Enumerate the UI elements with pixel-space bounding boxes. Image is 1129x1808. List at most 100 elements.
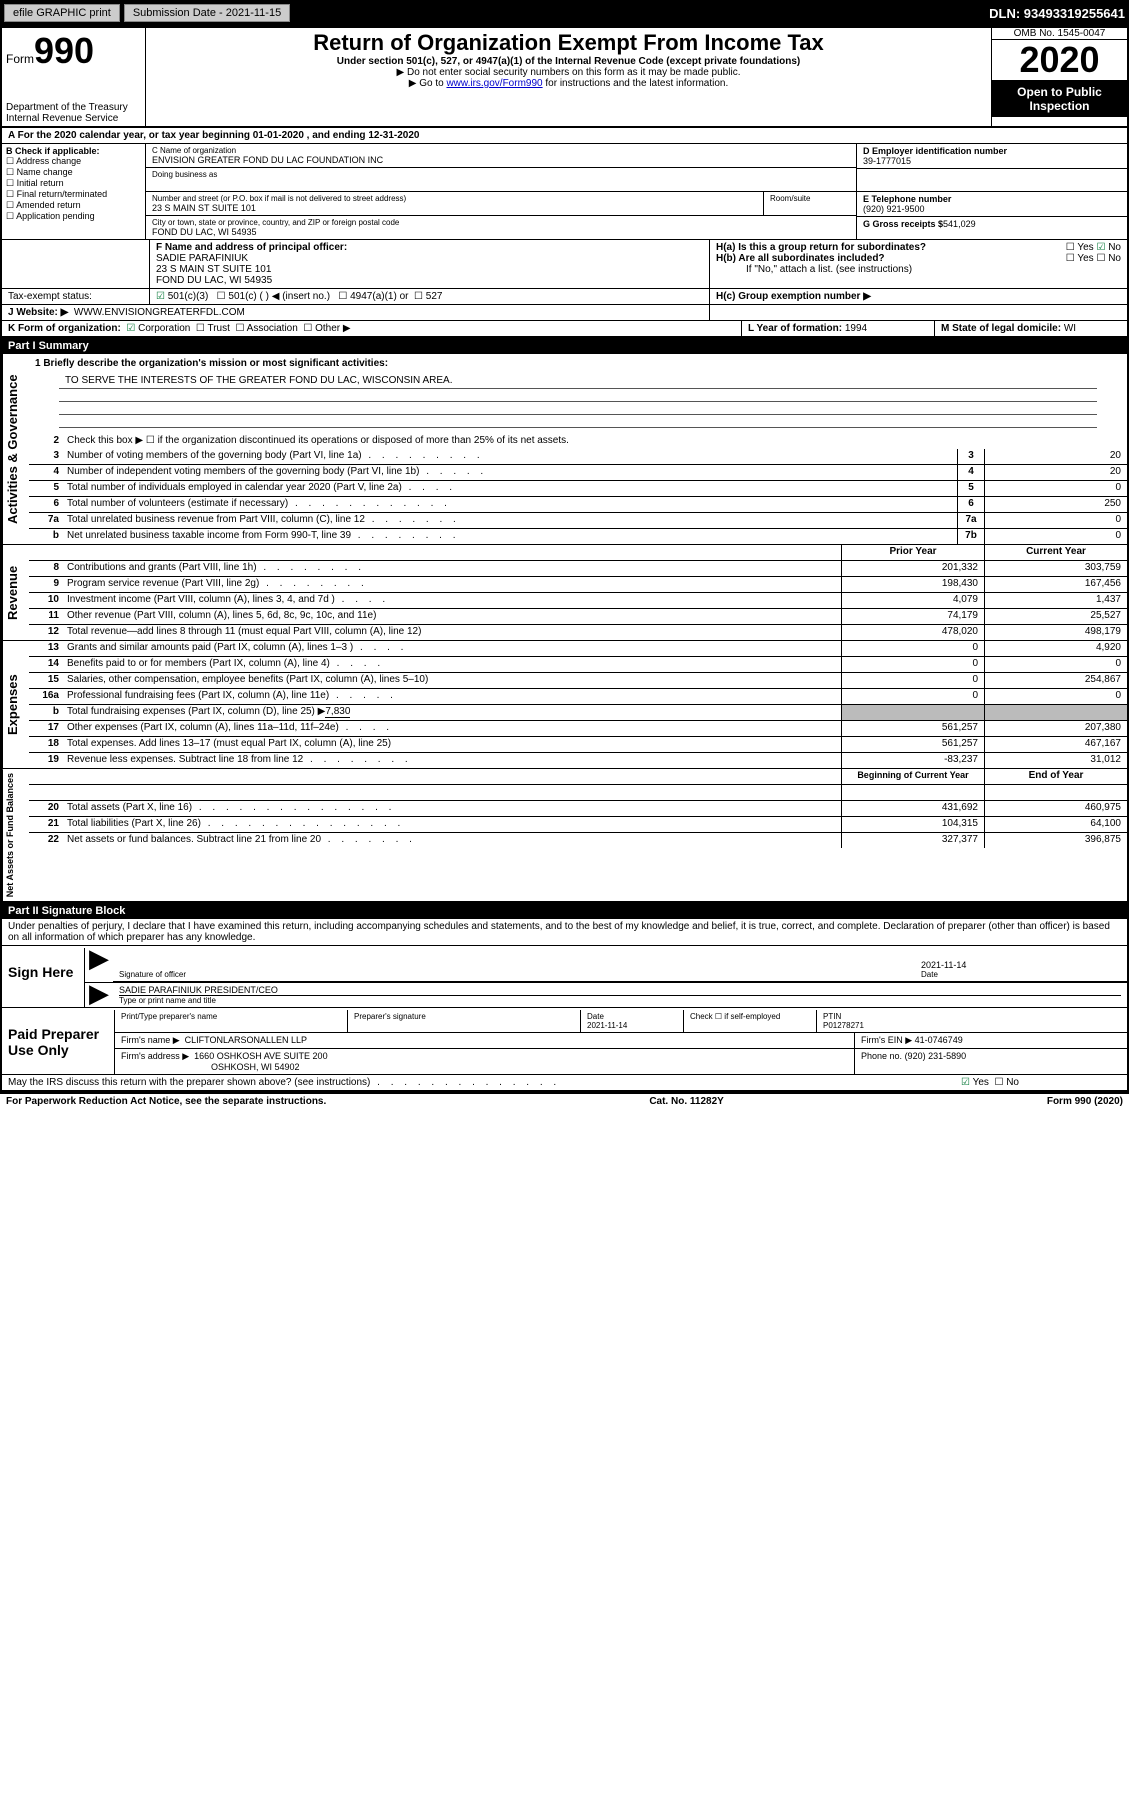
l5-val: 0: [984, 481, 1127, 496]
ha-label: H(a) Is this a group return for subordin…: [716, 242, 926, 253]
chk-name[interactable]: Name change: [6, 167, 141, 178]
l13-text: Grants and similar amounts paid (Part IX…: [63, 641, 841, 656]
hc-label: H(c) Group exemption number ▶: [716, 291, 871, 302]
discuss-yes[interactable]: Yes: [961, 1077, 989, 1088]
l19-py: -83,237: [841, 753, 984, 768]
c-city-label: City or town, state or province, country…: [152, 218, 850, 227]
hdr-end-year: End of Year: [984, 769, 1127, 784]
pp-ptin: P01278271: [823, 1021, 864, 1030]
e-val: (920) 921-9500: [863, 204, 1121, 214]
chk-final[interactable]: Final return/terminated: [6, 189, 141, 200]
g-val: 541,029: [943, 219, 976, 229]
ha-no[interactable]: No: [1096, 242, 1121, 253]
e-label: E Telephone number: [863, 194, 1121, 204]
i-527[interactable]: 527: [414, 291, 442, 302]
m-val: WI: [1064, 323, 1076, 334]
col-c: C Name of organization ENVISION GREATER …: [146, 144, 856, 239]
row-j: J Website: ▶ WWW.ENVISIONGREATERFDL.COM: [2, 305, 1127, 321]
l16a-text: Professional fundraising fees (Part IX, …: [63, 689, 841, 704]
pp-ph-val: (920) 231-5890: [905, 1051, 967, 1061]
section-netassets: Net Assets or Fund Balances Beginning of…: [2, 769, 1127, 903]
vlabel-governance: Activities & Governance: [2, 354, 29, 544]
l6-val: 250: [984, 497, 1127, 512]
c-name-val: ENVISION GREATER FOND DU LAC FOUNDATION …: [152, 155, 850, 165]
l14-text: Benefits paid to or for members (Part IX…: [63, 657, 841, 672]
i-4947[interactable]: 4947(a)(1) or: [338, 291, 408, 302]
form-note1: ▶ Do not enter social security numbers o…: [150, 67, 987, 78]
pp-fa-val1: 1660 OSHKOSH AVE SUITE 200: [194, 1051, 327, 1061]
pp-h4: Check ☐ if self-employed: [684, 1010, 817, 1032]
k-other[interactable]: Other ▶: [303, 323, 350, 334]
l6-text: Total number of volunteers (estimate if …: [63, 497, 957, 512]
row-fh: F Name and address of principal officer:…: [2, 240, 1127, 289]
sig-tp-label: Type or print name and title: [119, 995, 1121, 1005]
l11-text: Other revenue (Part VIII, column (A), li…: [63, 609, 841, 624]
hdr-current-year: Current Year: [984, 545, 1127, 560]
sign-here-label: Sign Here: [2, 948, 85, 1007]
l22-text: Net assets or fund balances. Subtract li…: [63, 833, 841, 848]
instructions-link[interactable]: www.irs.gov/Form990: [446, 78, 542, 89]
f-label: F Name and address of principal officer:: [156, 242, 347, 253]
chk-amended[interactable]: Amended return: [6, 200, 141, 211]
c-room-label: Room/suite: [764, 192, 856, 215]
l12-cy: 498,179: [984, 625, 1127, 640]
l10-py: 4,079: [841, 593, 984, 608]
penalty-text: Under penalties of perjury, I declare th…: [2, 919, 1127, 946]
dept-label: Department of the Treasury: [6, 102, 141, 113]
l9-py: 198,430: [841, 577, 984, 592]
l7a-text: Total unrelated business revenue from Pa…: [63, 513, 957, 528]
l16b-text: Total fundraising expenses (Part IX, col…: [63, 705, 841, 720]
ha-yes[interactable]: Yes: [1066, 242, 1094, 253]
pp-fn-label: Firm's name ▶: [121, 1035, 180, 1045]
f-addr1: 23 S MAIN ST SUITE 101: [156, 264, 271, 275]
i-501c[interactable]: 501(c) ( ) ◀ (insert no.): [217, 291, 330, 302]
f-name: SADIE PARAFINIUK: [156, 253, 248, 264]
l8-py: 201,332: [841, 561, 984, 576]
pp-h3: Date: [587, 1012, 604, 1021]
b-label: B Check if applicable:: [6, 146, 141, 156]
pp-fa-val2: OSHKOSH, WI 54902: [211, 1062, 300, 1072]
vlabel-netassets: Net Assets or Fund Balances: [2, 769, 29, 901]
chk-app-pending[interactable]: Application pending: [6, 211, 141, 222]
g-label: G Gross receipts $: [863, 219, 943, 229]
l9-text: Program service revenue (Part VIII, line…: [63, 577, 841, 592]
arrow-icon: ▶: [85, 948, 113, 982]
pp-fn-val: CLIFTONLARSONALLEN LLP: [185, 1035, 307, 1045]
chk-address[interactable]: Address change: [6, 156, 141, 167]
l7b-text: Net unrelated business taxable income fr…: [63, 529, 957, 544]
vlabel-expenses: Expenses: [2, 641, 29, 768]
chk-initial[interactable]: Initial return: [6, 178, 141, 189]
omb-label: OMB No. 1545-0047: [992, 28, 1127, 39]
l15-text: Salaries, other compensation, employee b…: [63, 673, 841, 688]
section-expenses: Expenses 13Grants and similar amounts pa…: [2, 641, 1127, 769]
part-i-header: Part I Summary: [2, 338, 1127, 354]
c-addr-val: 23 S MAIN ST SUITE 101: [152, 203, 757, 213]
discuss-no[interactable]: No: [994, 1077, 1019, 1088]
l-val: 1994: [845, 323, 867, 334]
hb-note: If "No," attach a list. (see instruction…: [716, 264, 1121, 275]
k-trust[interactable]: Trust: [196, 323, 230, 334]
d-label: D Employer identification number: [863, 146, 1121, 156]
form-outer: Form990 Department of the Treasury Inter…: [0, 26, 1129, 1094]
submission-button[interactable]: Submission Date - 2021-11-15: [124, 4, 290, 22]
l18-text: Total expenses. Add lines 13–17 (must eq…: [63, 737, 841, 752]
efile-button[interactable]: efile GRAPHIC print: [4, 4, 120, 22]
row-a: A For the 2020 calendar year, or tax yea…: [2, 128, 1127, 144]
l12-text: Total revenue—add lines 8 through 11 (mu…: [63, 625, 841, 640]
i-501c3[interactable]: 501(c)(3): [156, 291, 208, 302]
dln-text: DLN: 93493319255641: [989, 6, 1125, 21]
k-assoc[interactable]: Association: [235, 323, 297, 334]
i-label: Tax-exempt status:: [2, 289, 150, 304]
pp-ph-label: Phone no.: [861, 1051, 902, 1061]
k-corp[interactable]: Corporation: [126, 323, 190, 334]
hb-no[interactable]: No: [1096, 253, 1121, 264]
row-klm: K Form of organization: Corporation Trus…: [2, 321, 1127, 338]
l-label: L Year of formation:: [748, 323, 842, 334]
l7a-val: 0: [984, 513, 1127, 528]
l20-b: 431,692: [841, 801, 984, 816]
l22-b: 327,377: [841, 833, 984, 848]
l14-cy: 0: [984, 657, 1127, 672]
sign-here-block: Sign Here ▶ Signature of officer 2021-11…: [2, 948, 1127, 1008]
page-footer: For Paperwork Reduction Act Notice, see …: [0, 1094, 1129, 1109]
hb-yes[interactable]: Yes: [1066, 253, 1094, 264]
